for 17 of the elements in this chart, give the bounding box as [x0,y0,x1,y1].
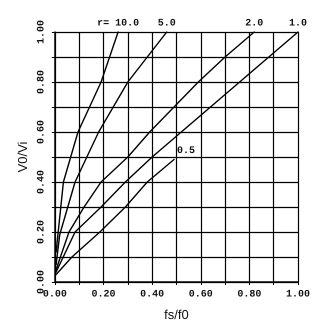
series-label: 0.5 [177,146,196,157]
x-tick-label: 0.20 [92,290,116,300]
x-tick-label: 0.60 [188,290,213,300]
y-tick-label: 0.80 [36,70,48,94]
y-tick-label: 0.40 [36,170,48,194]
x-tick-label: 1.00 [286,290,310,300]
x-axis-title: fs/f0 [164,307,189,322]
series-label: 1.0 [288,18,308,30]
y-tick-label: 1.00 [36,20,48,44]
x-tick-label: 0.80 [237,290,262,300]
y-axis-title: V0/Vi [15,141,30,172]
series-label: r= 10.0 [97,18,140,30]
series-label: 5.0 [158,18,176,30]
y-tick-label: 0.60 [36,120,48,144]
x-tick-label: 0.40 [140,290,164,300]
y-tick-label: 0.20 [36,220,48,244]
series-label: 2.0 [245,18,264,30]
